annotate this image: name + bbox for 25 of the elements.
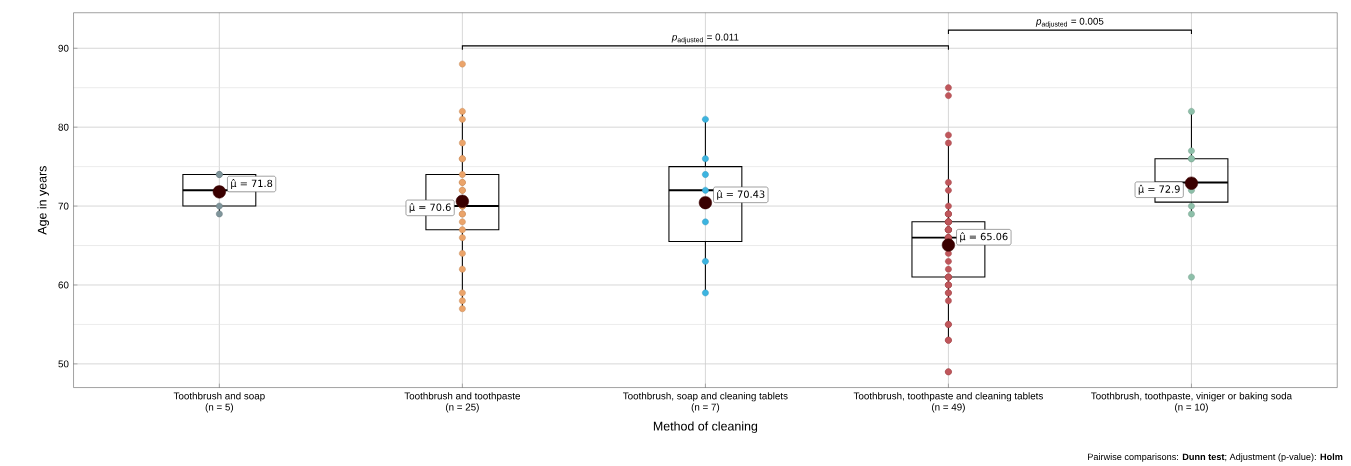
x-tick-label: Toothbrush and toothpaste [404,392,521,402]
text: (n = 25) [445,403,479,413]
annotation: μ̂ = 71.8 [231,179,273,189]
y-tick-label: 60 [58,281,69,289]
y-tick-label: 90 [58,44,69,52]
annotation: μ̂ = 70.6 [409,202,451,213]
text: (n = 10) [1175,403,1208,413]
text: (n = 7) [691,403,720,413]
x-axis-title: Method of cleaning [653,421,758,433]
x-tick-label: Toothbrush, toothpaste, viniger or baking soda [1091,392,1293,402]
y-tick-label: 70 [58,202,69,210]
text: (n = 5) [205,403,234,413]
y-axis-title: Age in years [37,166,50,235]
annotation: μ̂ = 72.9 [1138,184,1180,195]
annotation: p$_{adjusted}$ = 0.005 [1035,17,1104,28]
annotation: μ̂ = 70.43 [717,189,765,200]
y-tick-label: 50 [58,360,69,368]
annotation: p$_{adjusted}$ = 0.011 [671,33,739,44]
x-tick-label: Toothbrush, soap and cleaning tablets [622,392,788,402]
text: Pairwise comparisons: Dunn test; Adjustment (p-value): Holm [1088,453,1343,462]
annotation: μ̂ = 65.06 [960,232,1008,243]
text: (n = 49) [931,403,965,413]
x-tick-label: Toothbrush, toothpaste and cleaning tablets [853,392,1043,402]
x-tick-label: Toothbrush and soap [173,392,265,402]
y-tick-label: 80 [58,123,69,131]
